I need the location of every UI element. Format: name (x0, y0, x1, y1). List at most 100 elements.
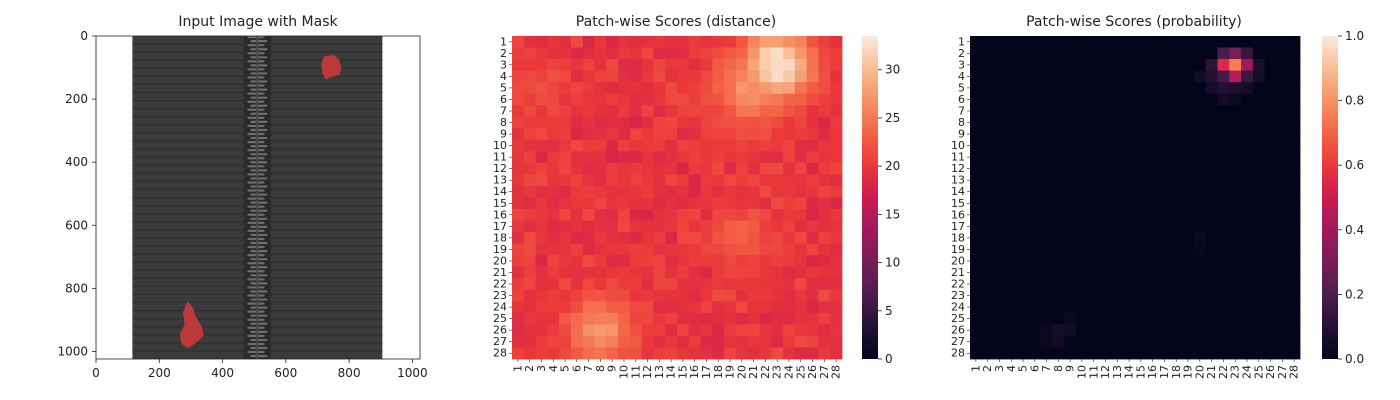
heatmap-cell (1252, 93, 1266, 106)
heatmap-cell (1099, 139, 1112, 152)
heatmap-cell (1158, 162, 1171, 175)
heatmap-cell (1099, 82, 1112, 95)
heatmap-cell (1229, 289, 1242, 302)
heatmap-cell (1028, 266, 1042, 279)
colorbar-tick-label: 0.6 (1345, 158, 1364, 172)
heatmap-cell (1276, 312, 1289, 325)
heatmap-cell (1087, 151, 1101, 164)
heatmap-cell (794, 232, 808, 245)
heatmap-cell (1076, 93, 1089, 106)
y-tick-label: 1 (500, 35, 507, 48)
heatmap-cell (1288, 278, 1301, 291)
heatmap-cell (1087, 301, 1101, 314)
heatmap-cell (1052, 162, 1065, 175)
heatmap-cell (1158, 335, 1171, 348)
heatmap-cell (806, 301, 819, 314)
heatmap-cell (1135, 347, 1148, 360)
heatmap-cell (512, 324, 525, 337)
colorbar-tick-label: 0.4 (1345, 223, 1364, 237)
heatmap-cell (794, 139, 808, 152)
heatmap-cell (1241, 59, 1254, 72)
heatmap-cell (1123, 151, 1136, 164)
heatmap-cell (1252, 209, 1266, 221)
heatmap-cell (677, 139, 690, 152)
x-tick-label: 4 (1005, 365, 1018, 372)
x-tick-label: 17 (1158, 365, 1171, 379)
heatmap-cell (1005, 197, 1018, 210)
heatmap-cell (1135, 278, 1148, 291)
heatmap-cell (582, 59, 595, 72)
heatmap-cell (747, 289, 760, 302)
heatmap-cell (1217, 255, 1230, 268)
heatmap-cell (970, 209, 983, 221)
heatmap-cell (1005, 266, 1018, 279)
heatmap-cell (1264, 255, 1277, 268)
heatmap-cell (1264, 324, 1277, 337)
heatmap-cell (700, 335, 713, 348)
heatmap-cell (688, 232, 701, 245)
heatmap-cell (830, 209, 843, 221)
heatmap-cell (771, 324, 784, 337)
colorbar-tick-label: 20 (885, 159, 900, 173)
heatmap-cell (794, 174, 808, 187)
zipper-tooth (247, 108, 265, 111)
heatmap-cell (1252, 82, 1266, 95)
heatmap-cell (1205, 335, 1218, 348)
heatmap-cell (1193, 220, 1207, 233)
heatmap-cell (582, 197, 595, 210)
heatmap-cell (688, 347, 701, 360)
heatmap-cell (1146, 116, 1159, 129)
heatmap-cell (1076, 59, 1089, 72)
heatmap-cell (1064, 185, 1077, 198)
heatmap-cell (806, 324, 819, 337)
x-tick-label: 18 (712, 365, 725, 379)
heatmap-cell (594, 278, 607, 291)
heatmap-cell (523, 174, 536, 187)
heatmap-cell (1064, 162, 1077, 175)
heatmap-cell (981, 278, 994, 291)
heatmap-cell (653, 347, 666, 360)
x-tick-label: 19 (724, 365, 737, 379)
heatmap-cell (535, 220, 548, 233)
heatmap-cell (547, 105, 560, 118)
heatmap-cell (1217, 139, 1230, 152)
heatmap-cell (747, 36, 760, 48)
heatmap-cell (970, 151, 983, 164)
heatmap-cell (1087, 347, 1101, 360)
heatmap-cell (806, 278, 819, 291)
heatmap-cell (570, 162, 584, 175)
heatmap-cell (1241, 93, 1254, 106)
heatmap-cell (535, 347, 548, 360)
heatmap-cell (688, 105, 701, 118)
x-tick-label: 16 (688, 365, 701, 379)
zipper-tooth (247, 197, 265, 200)
heatmap-cell (1288, 105, 1301, 118)
heatmap-cell (582, 82, 595, 95)
heatmap-cell (1264, 82, 1277, 95)
heatmap-cell (677, 70, 690, 83)
zipper-tooth (247, 173, 265, 176)
heatmap-cell (618, 128, 631, 141)
heatmap-cell (712, 243, 725, 256)
heatmap-cell (523, 232, 536, 245)
heatmap-cell (1241, 209, 1254, 221)
heatmap-cell (794, 185, 808, 198)
heatmap-cell (594, 105, 607, 118)
heatmap-cell (653, 243, 666, 256)
heatmap-cell (700, 82, 713, 95)
heatmap-cell (523, 93, 536, 106)
heatmap-cell (547, 324, 560, 337)
heatmap-cell (1146, 105, 1159, 118)
heatmap-cell (759, 105, 772, 118)
heatmap-cell (1111, 197, 1124, 210)
heatmap-cell (1288, 139, 1301, 152)
heatmap-cell (759, 70, 772, 83)
colorbar-tick-label: 0 (885, 352, 893, 366)
heatmap-cell (629, 70, 643, 83)
heatmap-cell (594, 116, 607, 129)
heatmap-cell (818, 128, 831, 141)
heatmap-cell (993, 128, 1006, 141)
heatmap-cell (1217, 47, 1230, 60)
heatmap-cell (794, 255, 808, 268)
heatmap-cell (559, 139, 572, 152)
